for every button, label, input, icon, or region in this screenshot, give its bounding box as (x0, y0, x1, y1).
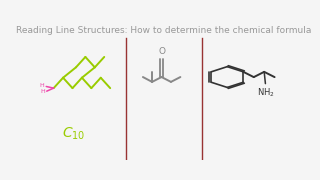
Text: O: O (158, 47, 165, 56)
Text: Reading Line Structures: How to determine the chemical formula: Reading Line Structures: How to determin… (16, 26, 312, 35)
Text: H: H (39, 83, 44, 88)
Text: NH$_2$: NH$_2$ (257, 86, 275, 99)
Text: H: H (40, 89, 45, 94)
Text: $C_{10}$: $C_{10}$ (62, 126, 86, 142)
